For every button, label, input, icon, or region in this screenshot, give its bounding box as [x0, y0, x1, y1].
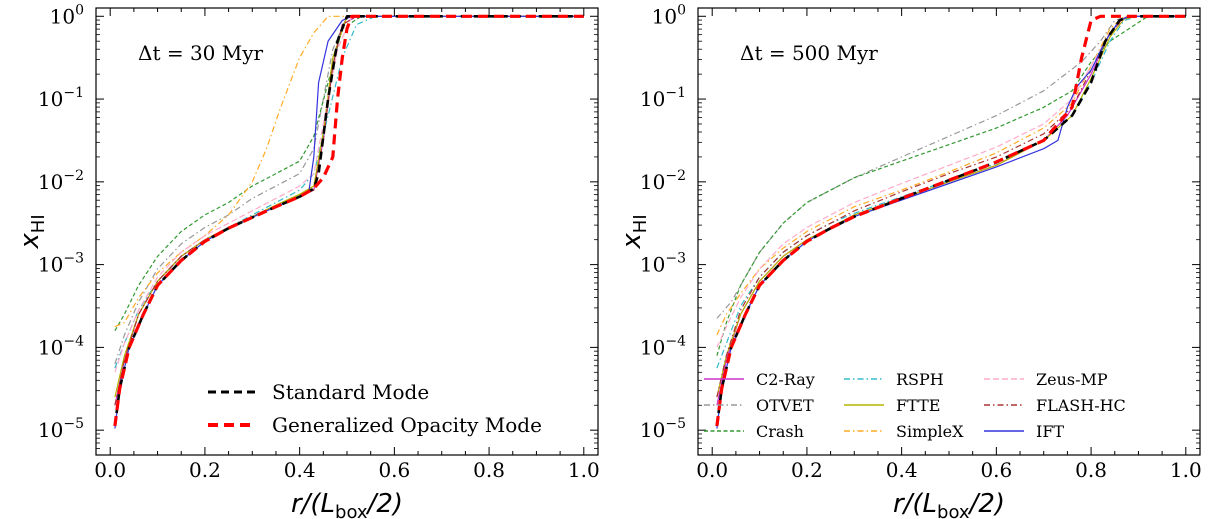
x-tick-label: 0.8	[473, 458, 505, 482]
x-tick-label: 0.0	[94, 458, 126, 482]
y-tick-label: 10−5	[640, 416, 686, 442]
x-tick-label: 0.2	[791, 458, 823, 482]
time-annotation: Δt = 500 Myr	[740, 41, 878, 65]
series-line-ift	[114, 15, 584, 429]
series-line-generalized-opacity-mode	[113, 14, 584, 427]
series-line-ftte	[716, 15, 1186, 398]
series-group	[113, 14, 584, 429]
x-tick-label: 0.2	[189, 458, 221, 482]
series-line-rsph	[114, 15, 584, 369]
legend-label: OTVET	[756, 396, 814, 415]
y-tick-label: 10−2	[640, 168, 686, 194]
x-axis-label: r/(Lbox/2)	[291, 489, 403, 519]
x-tick-label: 0.8	[1075, 458, 1107, 482]
series-line-standard-mode	[715, 15, 1186, 427]
x-tick-label: 1.0	[568, 458, 600, 482]
series-line-flash-hc	[716, 15, 1186, 398]
time-annotation: Δt = 30 Myr	[138, 41, 264, 65]
y-tick-label: 10−3	[640, 251, 686, 277]
y-tick-label: 10−1	[640, 85, 686, 111]
y-tick-label: 10−2	[38, 168, 84, 194]
y-tick-label: 100	[652, 2, 686, 28]
series-line-zeus-mp	[114, 15, 584, 373]
panel-left: 0.0 0.2 0.4 0.6 0.8 1.0 100 10−1 10−2 10−3 10−4 10−…	[15, 2, 600, 519]
legend-label: Standard Mode	[272, 380, 429, 404]
panel-right: 0.0 0.2 0.4 0.6 0.8 1.0 100 10−1 10−2 10−3 10−4 10−…	[617, 2, 1202, 519]
x-tick-label: 0.0	[696, 458, 728, 482]
y-tick-label: 10−4	[640, 333, 686, 359]
x-axis-label: r/(Lbox/2)	[893, 489, 1005, 519]
series-line-otvet	[716, 15, 1186, 319]
series-line-crash	[716, 15, 1186, 356]
series-line-otvet	[114, 15, 584, 365]
x-tick-label: 0.6	[378, 458, 410, 482]
y-tick-label: 10−4	[38, 333, 84, 359]
series-line-ftte	[114, 15, 584, 398]
legend-label: IFT	[1036, 422, 1064, 441]
series-group	[715, 14, 1186, 429]
legend-label: FLASH-HC	[1036, 396, 1126, 415]
series-line-c2-ray	[114, 15, 584, 406]
x-tick-label: 0.4	[284, 458, 316, 482]
series-line-generalized-opacity-mode	[715, 14, 1186, 427]
series-line-ift	[716, 15, 1186, 429]
y-axis-label: xHI	[15, 214, 49, 249]
legend-label: Zeus-MP	[1036, 370, 1108, 389]
x-tick-label: 0.4	[886, 458, 918, 482]
y-axis-label: xHI	[617, 214, 651, 249]
x-tick-label: 0.6	[980, 458, 1012, 482]
legend-label: SimpleX	[896, 422, 964, 441]
legend-label: Generalized Opacity Mode	[272, 413, 542, 437]
y-tick-label: 10−1	[38, 85, 84, 111]
legend-label: FTTE	[896, 396, 940, 415]
y-tick-label: 10−3	[38, 251, 84, 277]
series-line-zeus-mp	[716, 15, 1186, 348]
series-line-simplex	[716, 15, 1186, 336]
y-tick-label: 10−5	[38, 416, 84, 442]
y-tick-label: 100	[50, 2, 84, 28]
series-line-flash-hc	[114, 15, 584, 406]
series-line-rsph	[716, 15, 1186, 369]
series-line-standard-mode	[113, 15, 584, 427]
legend-label: C2-Ray	[756, 370, 815, 389]
legend-label: RSPH	[896, 370, 944, 389]
series-line-c2-ray	[716, 15, 1186, 406]
x-tick-label: 1.0	[1170, 458, 1202, 482]
series-line-simplex	[114, 15, 584, 328]
legend-label: Crash	[756, 422, 804, 441]
